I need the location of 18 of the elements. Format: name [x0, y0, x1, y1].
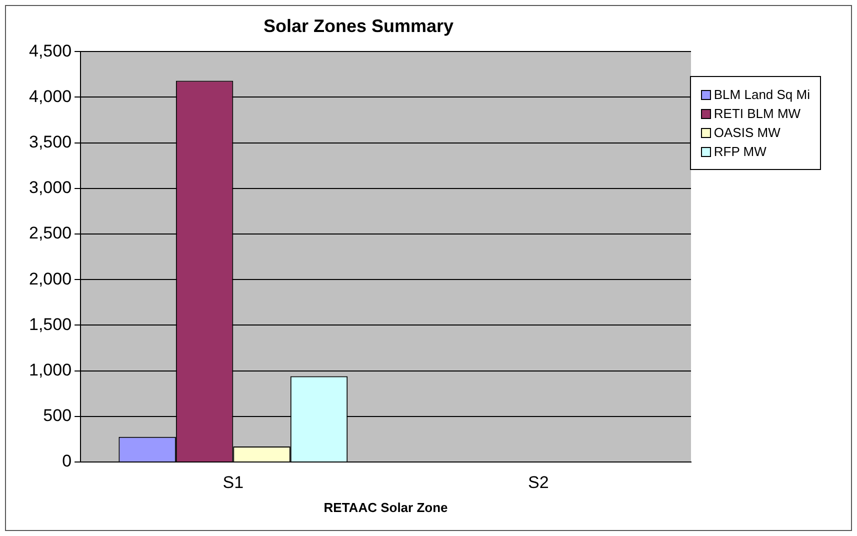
x-axis-title: RETAAC Solar Zone	[324, 500, 448, 515]
x-tick-label: S2	[528, 472, 549, 492]
y-tick-label: 3,500	[28, 132, 72, 152]
y-tick-label: 1,000	[28, 360, 72, 380]
y-tick-label: 2,000	[28, 269, 72, 288]
x-tick-label: S1	[222, 472, 244, 492]
y-tick-label: 4,500	[28, 41, 72, 60]
y-tick-label: 3,000	[28, 178, 72, 198]
chart-title: Solar Zones Summary	[263, 16, 454, 36]
legend-label: RFP MW	[714, 144, 766, 159]
y-tick-label: 2,500	[28, 224, 72, 243]
y-tick-label: 0	[62, 452, 72, 471]
y-tick-label: 4,000	[28, 86, 72, 106]
legend-label: RETI BLM MW	[714, 106, 801, 121]
y-tick-label: 500	[43, 406, 72, 426]
legend-label: OASIS MW	[714, 125, 780, 140]
legend-label: BLM Land Sq Mi	[714, 87, 810, 102]
y-tick-label: 1,500	[28, 314, 72, 334]
